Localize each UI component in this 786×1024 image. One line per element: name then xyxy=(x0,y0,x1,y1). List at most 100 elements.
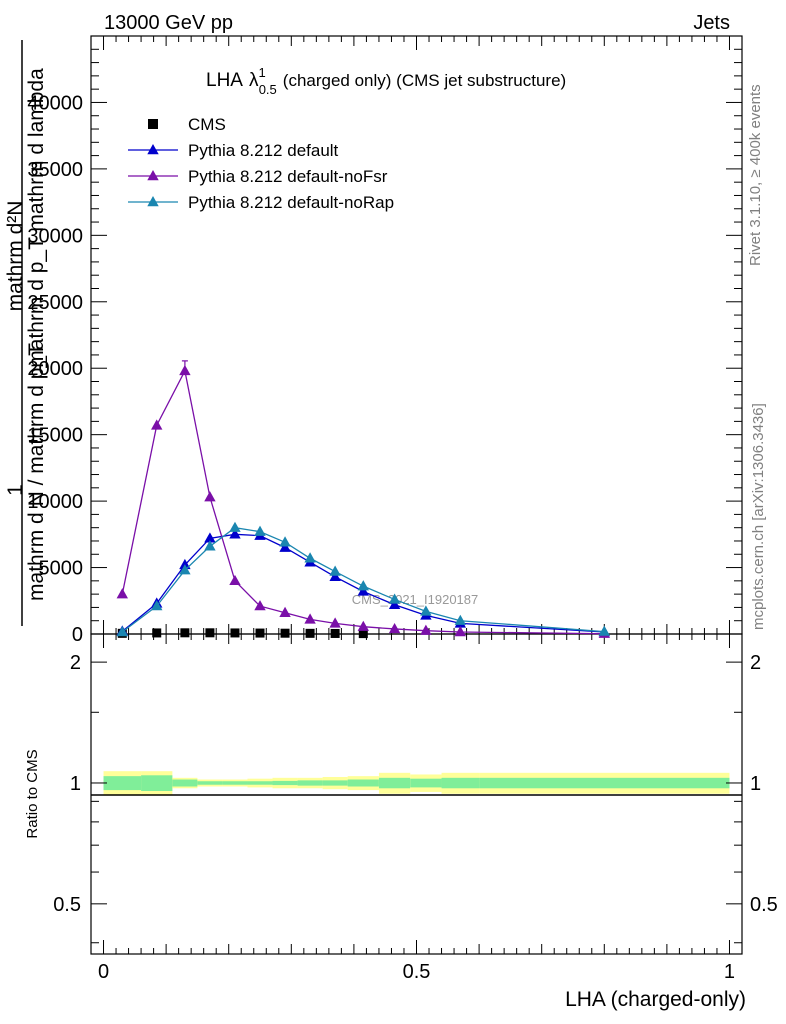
ylabel-denominator: mathrm d N / mathrm d p_T xyxy=(25,343,48,601)
legend-label: CMS xyxy=(188,115,226,134)
ratio-uncertainty-band xyxy=(103,771,730,796)
ratio-band-inner xyxy=(297,780,323,786)
main-ytick-label: 0 xyxy=(72,624,83,646)
series-marker-default xyxy=(279,541,291,552)
legend: CMS Pythia 8.212 default Pythia 8.212 defa… xyxy=(128,115,394,212)
series-layer xyxy=(116,360,610,639)
cms-data-point xyxy=(205,628,215,638)
series-marker-noRap xyxy=(357,580,369,591)
main-ytick-label: 25000 xyxy=(27,292,83,314)
series-marker-noRap xyxy=(229,521,241,532)
series-marker-noRap xyxy=(204,540,216,551)
ratio-band-inner xyxy=(479,777,730,789)
series-marker-noFsr xyxy=(454,626,467,637)
cms-data-point xyxy=(280,628,290,638)
mcplots-label: mcplots.cern.ch [arXiv:1306.3436] xyxy=(750,403,767,630)
ratio-band-inner xyxy=(141,775,173,792)
series-marker-noFsr xyxy=(116,588,128,599)
ratio-band-inner xyxy=(172,779,198,787)
ylabel-numerator-2: mathrm d p_T mathrm d lambda xyxy=(25,68,48,368)
series-marker-noFsr xyxy=(151,419,163,430)
main-ytick-label: 10000 xyxy=(27,491,83,513)
series-marker-noRap xyxy=(279,536,291,547)
series-marker-noFsr xyxy=(357,620,369,631)
series-marker-noFsr xyxy=(229,574,241,586)
main-axis-ticks: 0 5000 10000 15000 20000 25000 30000 35000 40000 xyxy=(27,36,742,646)
cms-data-point xyxy=(230,628,240,638)
series-marker-noRap xyxy=(254,525,266,536)
legend-marker-default xyxy=(147,144,159,155)
ratio-band-inner xyxy=(103,776,142,791)
main-ytick-label: 35000 xyxy=(27,159,83,181)
ratio-ylabel: Ratio to CMS xyxy=(24,749,41,838)
ratio-band-inner xyxy=(222,781,248,785)
ratio-xtick-label: 0.5 xyxy=(403,961,431,983)
ylabel-numerator: mathrm d²N xyxy=(4,201,27,312)
ratio-band-inner xyxy=(247,781,273,785)
legend-label: Pythia 8.212 default-noRap xyxy=(188,193,394,212)
main-ytick-label: 40000 xyxy=(27,92,83,114)
legend-marker-noRap xyxy=(147,196,159,207)
series-line-noRap xyxy=(121,527,605,633)
ratio-xtick-label: 1 xyxy=(724,961,735,983)
series-marker-noRap xyxy=(304,552,316,563)
legend-marker-cms xyxy=(148,119,158,129)
rivet-label: Rivet 3.1.10, ≥ 400k events xyxy=(747,84,764,266)
main-ylabel: mathrm d²N mathrm d p_T mathrm d lambda … xyxy=(4,40,48,626)
series-marker-noFsr xyxy=(304,613,316,624)
legend-label: Pythia 8.212 default xyxy=(188,141,339,160)
ratio-ytick-label: 0.5 xyxy=(53,894,81,916)
cms-data-point xyxy=(358,629,368,639)
cms-data-point xyxy=(180,628,190,638)
series-marker-default xyxy=(179,558,191,570)
ratio-band-inner xyxy=(410,778,442,788)
header-left: 13000 GeV pp xyxy=(104,12,233,34)
cms-data-point xyxy=(305,628,315,638)
ratio-ytick-label: 1 xyxy=(70,773,81,795)
cms-data-point xyxy=(255,628,265,638)
series-marker-noFsr xyxy=(254,600,266,611)
legend-label: Pythia 8.212 default-noFsr xyxy=(188,167,388,186)
series-line-default xyxy=(121,533,605,633)
series-marker-default xyxy=(357,585,369,596)
analysis-watermark: CMS_2021_I1920187 xyxy=(352,592,479,607)
series-marker-noRap xyxy=(598,625,610,636)
main-ytick-label: 20000 xyxy=(27,358,83,380)
ratio-band-inner xyxy=(378,777,411,789)
plot-title: LHA λ1 0.5 (charged only) (CMS jet substruc… xyxy=(206,65,566,97)
ratio-ytick-label: 2 xyxy=(70,652,81,674)
series-marker-noFsr xyxy=(204,491,216,502)
series-marker-noRap xyxy=(388,593,401,604)
main-ytick-label: 30000 xyxy=(27,225,83,247)
series-marker-default xyxy=(229,528,241,539)
series-marker-noRap xyxy=(454,614,467,625)
cms-data-point xyxy=(152,628,162,638)
series-marker-noRap xyxy=(116,626,128,637)
series-marker-noRap xyxy=(179,564,191,575)
series-marker-noFsr xyxy=(388,622,401,634)
ratio-plot-frame xyxy=(90,633,743,955)
series-marker-noFsr xyxy=(329,617,341,628)
main-ytick-label: 5000 xyxy=(39,558,84,580)
ratio-ytick-label-right: 1 xyxy=(750,773,761,795)
ylabel-one: 1 xyxy=(4,484,27,496)
series-line-noFsr xyxy=(121,368,605,635)
main-ytick-label: 15000 xyxy=(27,425,83,447)
ratio-ytick-label-right: 2 xyxy=(750,652,761,674)
series-marker-noFsr xyxy=(279,606,291,617)
ratio-xtick-label: 0 xyxy=(98,961,109,983)
series-marker-noRap xyxy=(420,605,432,616)
series-marker-noRap xyxy=(329,565,341,576)
ratio-band-inner xyxy=(347,779,379,787)
ratio-axis-ticks: 0.5 0.5 1 1 2 2 0 0.5 1 xyxy=(53,634,778,983)
ratio-band-inner xyxy=(272,780,298,786)
ratio-band-inner xyxy=(441,777,480,789)
xlabel: LHA (charged-only) xyxy=(565,988,746,1011)
series-marker-default xyxy=(204,532,216,543)
header-right: Jets xyxy=(693,12,730,34)
ratio-ytick-label-right: 0.5 xyxy=(750,894,778,916)
series-marker-noRap xyxy=(151,600,163,611)
series-marker-default xyxy=(329,570,341,582)
ratio-band-inner xyxy=(322,780,348,786)
